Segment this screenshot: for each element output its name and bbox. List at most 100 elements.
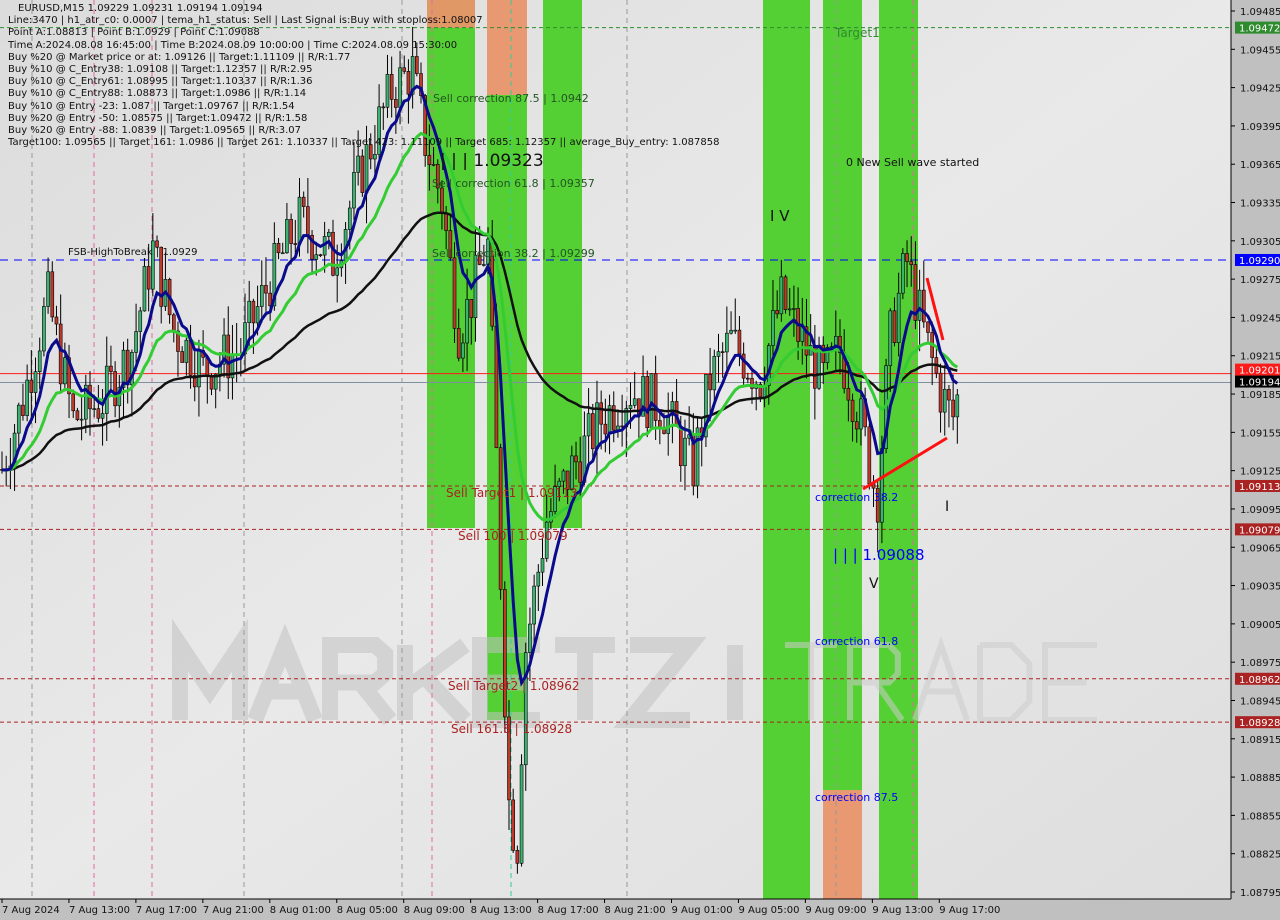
time-tick-label: 8 Aug 05:00	[337, 905, 398, 916]
bull-candle	[184, 339, 189, 363]
bull-candle	[25, 379, 29, 416]
bear-candle	[678, 426, 683, 467]
price-label-text: 1.09194	[1239, 378, 1280, 389]
bear-candle	[938, 372, 943, 413]
moving-averages	[1, 84, 959, 687]
bear-candle	[502, 589, 507, 718]
bear-candle	[96, 408, 101, 419]
bull-candle	[63, 357, 67, 385]
price-label-badge	[1235, 21, 1280, 34]
bull-candle	[528, 623, 532, 653]
bull-candle	[557, 480, 562, 487]
bull-candle	[134, 331, 138, 353]
time-tick-label: 8 Aug 17:00	[538, 905, 599, 916]
vertical-lines	[31, 0, 914, 899]
price-tick-label: 1.09485	[1240, 7, 1280, 18]
bull-candle	[259, 285, 264, 307]
bear-candle	[909, 261, 914, 265]
bull-candle	[586, 413, 591, 437]
bull-candle	[92, 408, 96, 410]
bear-candle	[293, 243, 298, 245]
price-label-badge	[1235, 479, 1280, 492]
price-label-text: 1.09113	[1239, 482, 1280, 493]
bull-candle	[104, 365, 109, 414]
bull-candle	[917, 289, 922, 321]
bear-candle	[406, 71, 411, 95]
bear-candle	[155, 240, 159, 248]
bear-candle	[951, 399, 955, 418]
bull-candle	[641, 376, 645, 417]
zones	[427, 0, 918, 899]
price-tick-label: 1.08975	[1240, 658, 1280, 669]
bear-candle	[821, 344, 826, 364]
price-tick-label: 1.09215	[1240, 352, 1280, 363]
bear-candle	[921, 289, 926, 323]
price-tick-label: 1.09455	[1240, 45, 1280, 56]
time-tick-label: 7 Aug 2024	[2, 905, 60, 916]
bear-candle	[306, 206, 310, 236]
bear-candle	[394, 99, 398, 108]
bull-candle	[37, 350, 42, 373]
bear-candle	[611, 405, 616, 431]
sell-correction-87-label: Sell correction 87.5 | 1.0942	[433, 92, 589, 105]
bull-candle	[649, 373, 654, 428]
price-tick-label: 1.09425	[1240, 84, 1280, 95]
bull-candle	[410, 56, 415, 95]
bull-candle	[222, 334, 226, 365]
bear-candle	[427, 155, 432, 165]
bear-candle	[578, 461, 583, 483]
watermark-letter	[247, 623, 323, 723]
time-tick-label: 9 Aug 01:00	[672, 905, 733, 916]
price-tick-label: 1.09365	[1240, 160, 1280, 171]
bear-candle	[469, 299, 474, 319]
bull-candle	[628, 405, 633, 409]
bear-candle	[452, 257, 457, 329]
bear-candle	[435, 163, 440, 189]
bull-candle	[347, 207, 352, 230]
price-tick-label: 1.09005	[1240, 620, 1280, 631]
bear-candle	[590, 413, 595, 450]
price-tick-label: 1.09125	[1240, 467, 1280, 478]
price-tick-label: 1.09275	[1240, 275, 1280, 286]
bear-candle	[146, 266, 151, 290]
bull-candle	[695, 427, 700, 487]
bear-candle	[741, 353, 746, 379]
bull-candle	[779, 276, 784, 315]
time-tick-label: 9 Aug 09:00	[805, 905, 866, 916]
bear-candle	[850, 399, 855, 422]
price-tick-label: 1.09185	[1240, 390, 1280, 401]
bear-candle	[565, 470, 570, 490]
bull-candle	[544, 521, 549, 559]
bear-candle	[875, 487, 880, 523]
price-tick-label: 1.08855	[1240, 811, 1280, 822]
sell-zone	[427, 0, 475, 28]
horizontal-lines	[0, 27, 1231, 723]
buy-zone	[487, 95, 527, 720]
bull-candle	[121, 349, 126, 388]
price-tick-label: 1.09035	[1240, 582, 1280, 593]
bear-candle	[171, 314, 176, 332]
bull-candle	[138, 310, 143, 332]
bear-candle	[176, 330, 180, 352]
bear-candle	[511, 799, 515, 851]
bear-candle	[645, 376, 650, 428]
bull-candle	[16, 404, 21, 434]
trend-line	[862, 436, 948, 491]
bear-candle	[926, 321, 930, 333]
time-tick-label: 7 Aug 13:00	[69, 905, 130, 916]
bear-candle	[29, 379, 34, 393]
price-tick-label: 1.09065	[1240, 543, 1280, 554]
bear-candle	[75, 410, 80, 420]
mid-ma-line	[1, 131, 959, 522]
bull-candle	[255, 306, 260, 324]
bear-candle	[507, 716, 511, 801]
bull-candle	[473, 254, 478, 319]
time-tick-label: 7 Aug 17:00	[136, 905, 197, 916]
bull-candle	[151, 240, 155, 290]
bear-candle	[720, 351, 725, 353]
time-tick-label: 8 Aug 01:00	[270, 905, 331, 916]
info-line: Time A:2024.08.08 16:45:00 | Time B:2024…	[8, 39, 458, 51]
price-tick-label: 1.09095	[1240, 505, 1280, 516]
bear-candle	[775, 310, 779, 315]
